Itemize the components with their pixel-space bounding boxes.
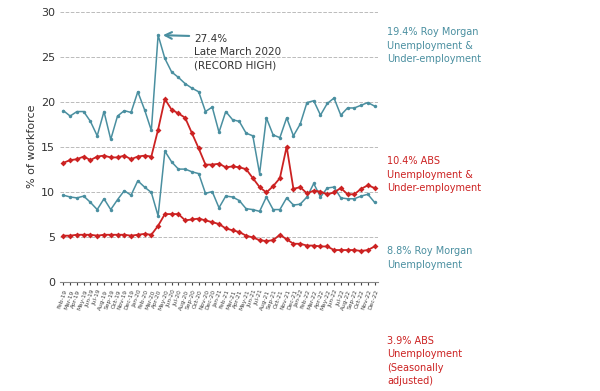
Text: 27.4%
Late March 2020
(RECORD HIGH): 27.4% Late March 2020 (RECORD HIGH) [194,34,281,71]
Y-axis label: % of workforce: % of workforce [27,105,37,188]
Text: 19.4% Roy Morgan
Unemployment &
Under-employment: 19.4% Roy Morgan Unemployment & Under-em… [387,27,481,64]
Text: 3.9% ABS
Unemployment
(Seasonally
adjusted): 3.9% ABS Unemployment (Seasonally adjust… [387,336,462,386]
Text: 10.4% ABS
Unemployment &
Under-employment: 10.4% ABS Unemployment & Under-employmen… [387,156,481,193]
Text: 8.8% Roy Morgan
Unemployment: 8.8% Roy Morgan Unemployment [387,246,472,269]
